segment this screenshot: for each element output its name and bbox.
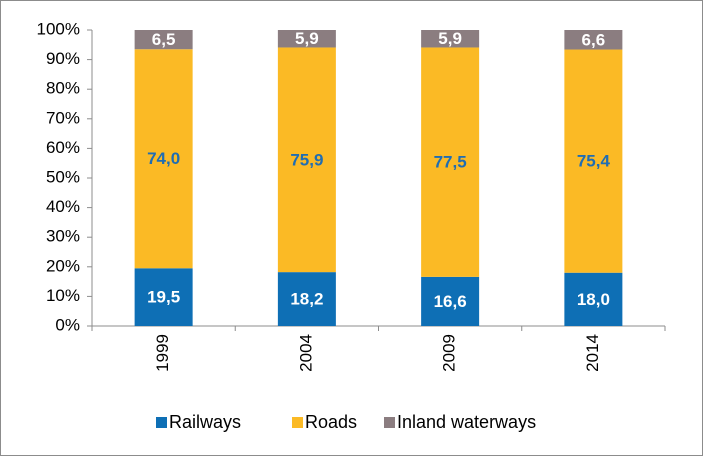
- legend-swatch: [292, 417, 303, 428]
- bar-segment: [134, 268, 193, 326]
- legend-swatch: [384, 417, 395, 428]
- value-label: 18,0: [577, 290, 610, 309]
- bar-segment: [134, 30, 193, 50]
- bar-segment: [564, 30, 623, 50]
- bar-segment: [421, 30, 480, 48]
- legend-label: Roads: [305, 412, 357, 432]
- bar-segment: [421, 276, 480, 326]
- value-label: 6,5: [152, 30, 176, 49]
- value-label: 77,5: [434, 153, 467, 172]
- value-label: 5,9: [295, 29, 319, 48]
- y-tick-label: 0%: [55, 315, 80, 334]
- legend-label: Railways: [169, 412, 241, 432]
- value-label: 16,6: [434, 292, 467, 311]
- y-tick-label: 30%: [46, 227, 80, 246]
- value-label: 19,5: [147, 288, 180, 307]
- y-tick-label: 80%: [46, 79, 80, 98]
- value-label: 75,4: [577, 152, 611, 171]
- bar-segment: [564, 49, 623, 273]
- x-tick-label: 1999: [153, 334, 172, 372]
- bar-segment: [421, 47, 480, 277]
- x-tick-label: 2004: [296, 334, 315, 372]
- value-label: 18,2: [290, 290, 323, 309]
- x-tick-label: 2009: [440, 334, 459, 372]
- bar-segment: [134, 49, 193, 269]
- value-label: 74,0: [147, 149, 180, 168]
- bar-segment: [277, 30, 336, 48]
- bar-segment: [277, 47, 336, 273]
- value-label: 6,6: [582, 30, 606, 49]
- value-label: 5,9: [438, 29, 462, 48]
- y-tick-label: 20%: [46, 256, 80, 275]
- x-tick-label: 2014: [583, 334, 602, 372]
- y-tick-label: 40%: [46, 197, 80, 216]
- y-tick-label: 60%: [46, 138, 80, 157]
- value-label: 75,9: [290, 150, 323, 169]
- y-tick-label: 70%: [46, 108, 80, 127]
- y-tick-label: 10%: [46, 286, 80, 305]
- y-tick-label: 100%: [37, 19, 80, 38]
- y-tick-label: 50%: [46, 167, 80, 186]
- bar-segment: [277, 272, 336, 326]
- bar-segment: [564, 272, 623, 326]
- legend-label: Inland waterways: [397, 412, 536, 432]
- y-tick-label: 90%: [46, 49, 80, 68]
- legend-swatch: [156, 417, 167, 428]
